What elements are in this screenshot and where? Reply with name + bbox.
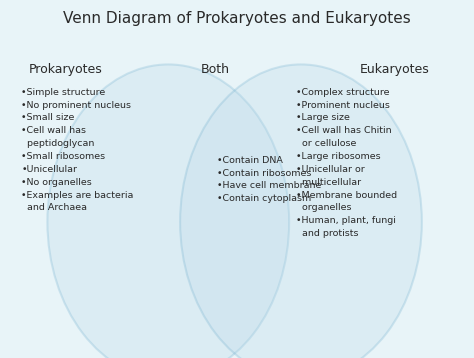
Text: Both: Both <box>201 63 230 76</box>
Text: •Complex structure
•Prominent nucleus
•Large size
•Cell wall has Chitin
  or cel: •Complex structure •Prominent nucleus •L… <box>296 88 397 238</box>
Ellipse shape <box>47 64 289 358</box>
Text: Venn Diagram of Prokaryotes and Eukaryotes: Venn Diagram of Prokaryotes and Eukaryot… <box>63 11 411 26</box>
Text: •Simple structure
•No prominent nucleus
•Small size
•Cell wall has
  peptidoglyc: •Simple structure •No prominent nucleus … <box>21 88 134 212</box>
Text: Prokaryotes: Prokaryotes <box>28 63 102 76</box>
Text: •Contain DNA
•Contain ribosomes
•Have cell membrane
•Contain cytoplasm: •Contain DNA •Contain ribosomes •Have ce… <box>217 156 321 203</box>
Text: Eukaryotes: Eukaryotes <box>360 63 430 76</box>
Ellipse shape <box>180 64 422 358</box>
